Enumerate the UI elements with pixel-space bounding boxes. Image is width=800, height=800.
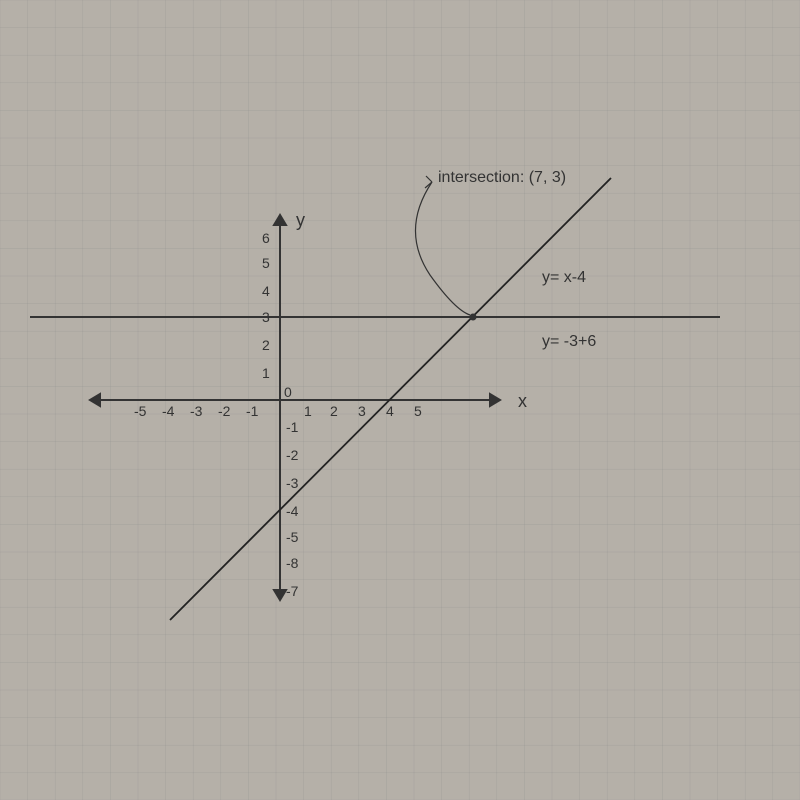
y-axis-label: y xyxy=(296,210,305,230)
y-tick: 2 xyxy=(262,337,270,353)
intersection-point xyxy=(470,314,477,321)
x-axis-arrow-left xyxy=(90,394,100,406)
line2-label: y= -3+6 xyxy=(542,333,596,350)
line1-label: y= x-4 xyxy=(542,269,586,286)
x-tick: 3 xyxy=(358,403,366,419)
origin-label: 0 xyxy=(284,384,292,400)
y-tick: -8 xyxy=(286,555,299,571)
y-tick: -1 xyxy=(286,419,299,435)
x-tick: 2 xyxy=(330,403,338,419)
graph-paper: y x 0 -5 -4 -3 -2 -1 1 2 3 4 5 1 2 3 4 5… xyxy=(0,0,800,800)
y-tick: -7 xyxy=(286,583,299,599)
x-axis-label: x xyxy=(518,391,527,411)
x-tick: 4 xyxy=(386,403,394,419)
x-tick: -1 xyxy=(246,403,259,419)
y-ticks-pos: 1 2 3 4 5 6 xyxy=(262,230,270,381)
annotation-arrowhead xyxy=(425,176,432,188)
y-tick: 4 xyxy=(262,283,270,299)
x-axis-arrow-right xyxy=(490,394,500,406)
x-tick: 5 xyxy=(414,403,422,419)
y-tick: -4 xyxy=(286,503,299,519)
y-tick: -2 xyxy=(286,447,299,463)
y-tick: 1 xyxy=(262,365,270,381)
x-tick: -3 xyxy=(190,403,203,419)
intersection-label: intersection: (7, 3) xyxy=(438,169,566,186)
graph-svg: y x 0 -5 -4 -3 -2 -1 1 2 3 4 5 1 2 3 4 5… xyxy=(0,0,800,800)
y-ticks-neg: -1 -2 -3 -4 -5 -8 -7 xyxy=(286,419,299,599)
x-tick: -4 xyxy=(162,403,175,419)
x-tick: 1 xyxy=(304,403,312,419)
y-tick: 5 xyxy=(262,255,270,271)
x-tick: -2 xyxy=(218,403,231,419)
y-tick: -3 xyxy=(286,475,299,491)
y-tick: -5 xyxy=(286,529,299,545)
x-tick: -5 xyxy=(134,403,147,419)
y-tick: 6 xyxy=(262,230,270,246)
